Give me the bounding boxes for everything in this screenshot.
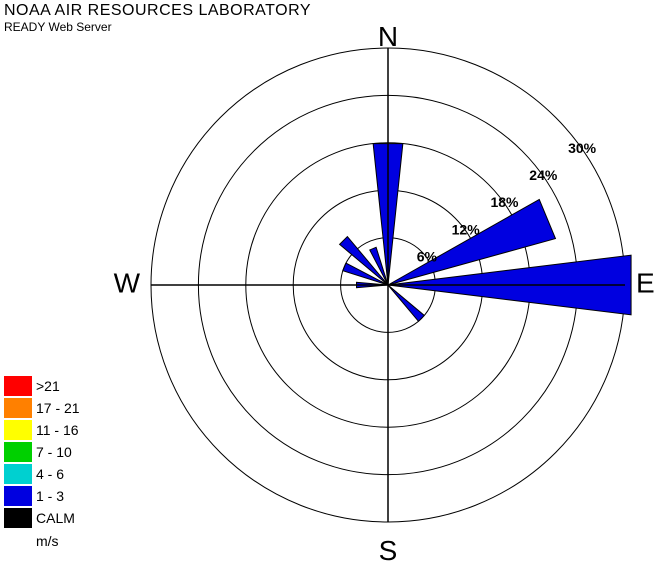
legend-row: CALM — [4, 507, 80, 529]
cardinal-N: N — [378, 21, 398, 52]
legend-swatch — [4, 508, 32, 528]
legend-label: 4 - 6 — [36, 466, 64, 482]
ring-label: 12% — [452, 221, 481, 237]
cardinal-S: S — [379, 535, 398, 566]
legend-label: 1 - 3 — [36, 488, 64, 504]
ring-label: 24% — [529, 167, 558, 183]
legend-label: 11 - 16 — [36, 422, 79, 438]
legend-swatch — [4, 486, 32, 506]
legend-row: 11 - 16 — [4, 419, 80, 441]
cardinal-E: E — [636, 267, 655, 298]
legend-row: 7 - 10 — [4, 441, 80, 463]
legend-label: 17 - 21 — [36, 400, 80, 416]
ring-label: 18% — [490, 194, 519, 210]
legend-unit: m/s — [36, 533, 80, 549]
ring-label: 30% — [568, 140, 597, 156]
legend-swatch — [4, 420, 32, 440]
ring-label: 6% — [417, 249, 438, 265]
legend-label: CALM — [36, 510, 75, 526]
legend-row: >21 — [4, 375, 80, 397]
legend-label: >21 — [36, 378, 60, 394]
legend-label: 7 - 10 — [36, 444, 72, 460]
legend-row: 4 - 6 — [4, 463, 80, 485]
legend-swatch — [4, 442, 32, 462]
legend-row: 1 - 3 — [4, 485, 80, 507]
petal — [388, 285, 424, 321]
legend-swatch — [4, 398, 32, 418]
wind-rose-chart: 6% 12% 18% 24% 30% N E S W — [0, 0, 660, 569]
legend: >21 17 - 21 11 - 16 7 - 10 4 - 6 1 - 3 CALM m/… — [4, 375, 80, 549]
legend-row: 17 - 21 — [4, 397, 80, 419]
cardinal-W: W — [114, 267, 141, 298]
legend-swatch — [4, 376, 32, 396]
legend-swatch — [4, 464, 32, 484]
